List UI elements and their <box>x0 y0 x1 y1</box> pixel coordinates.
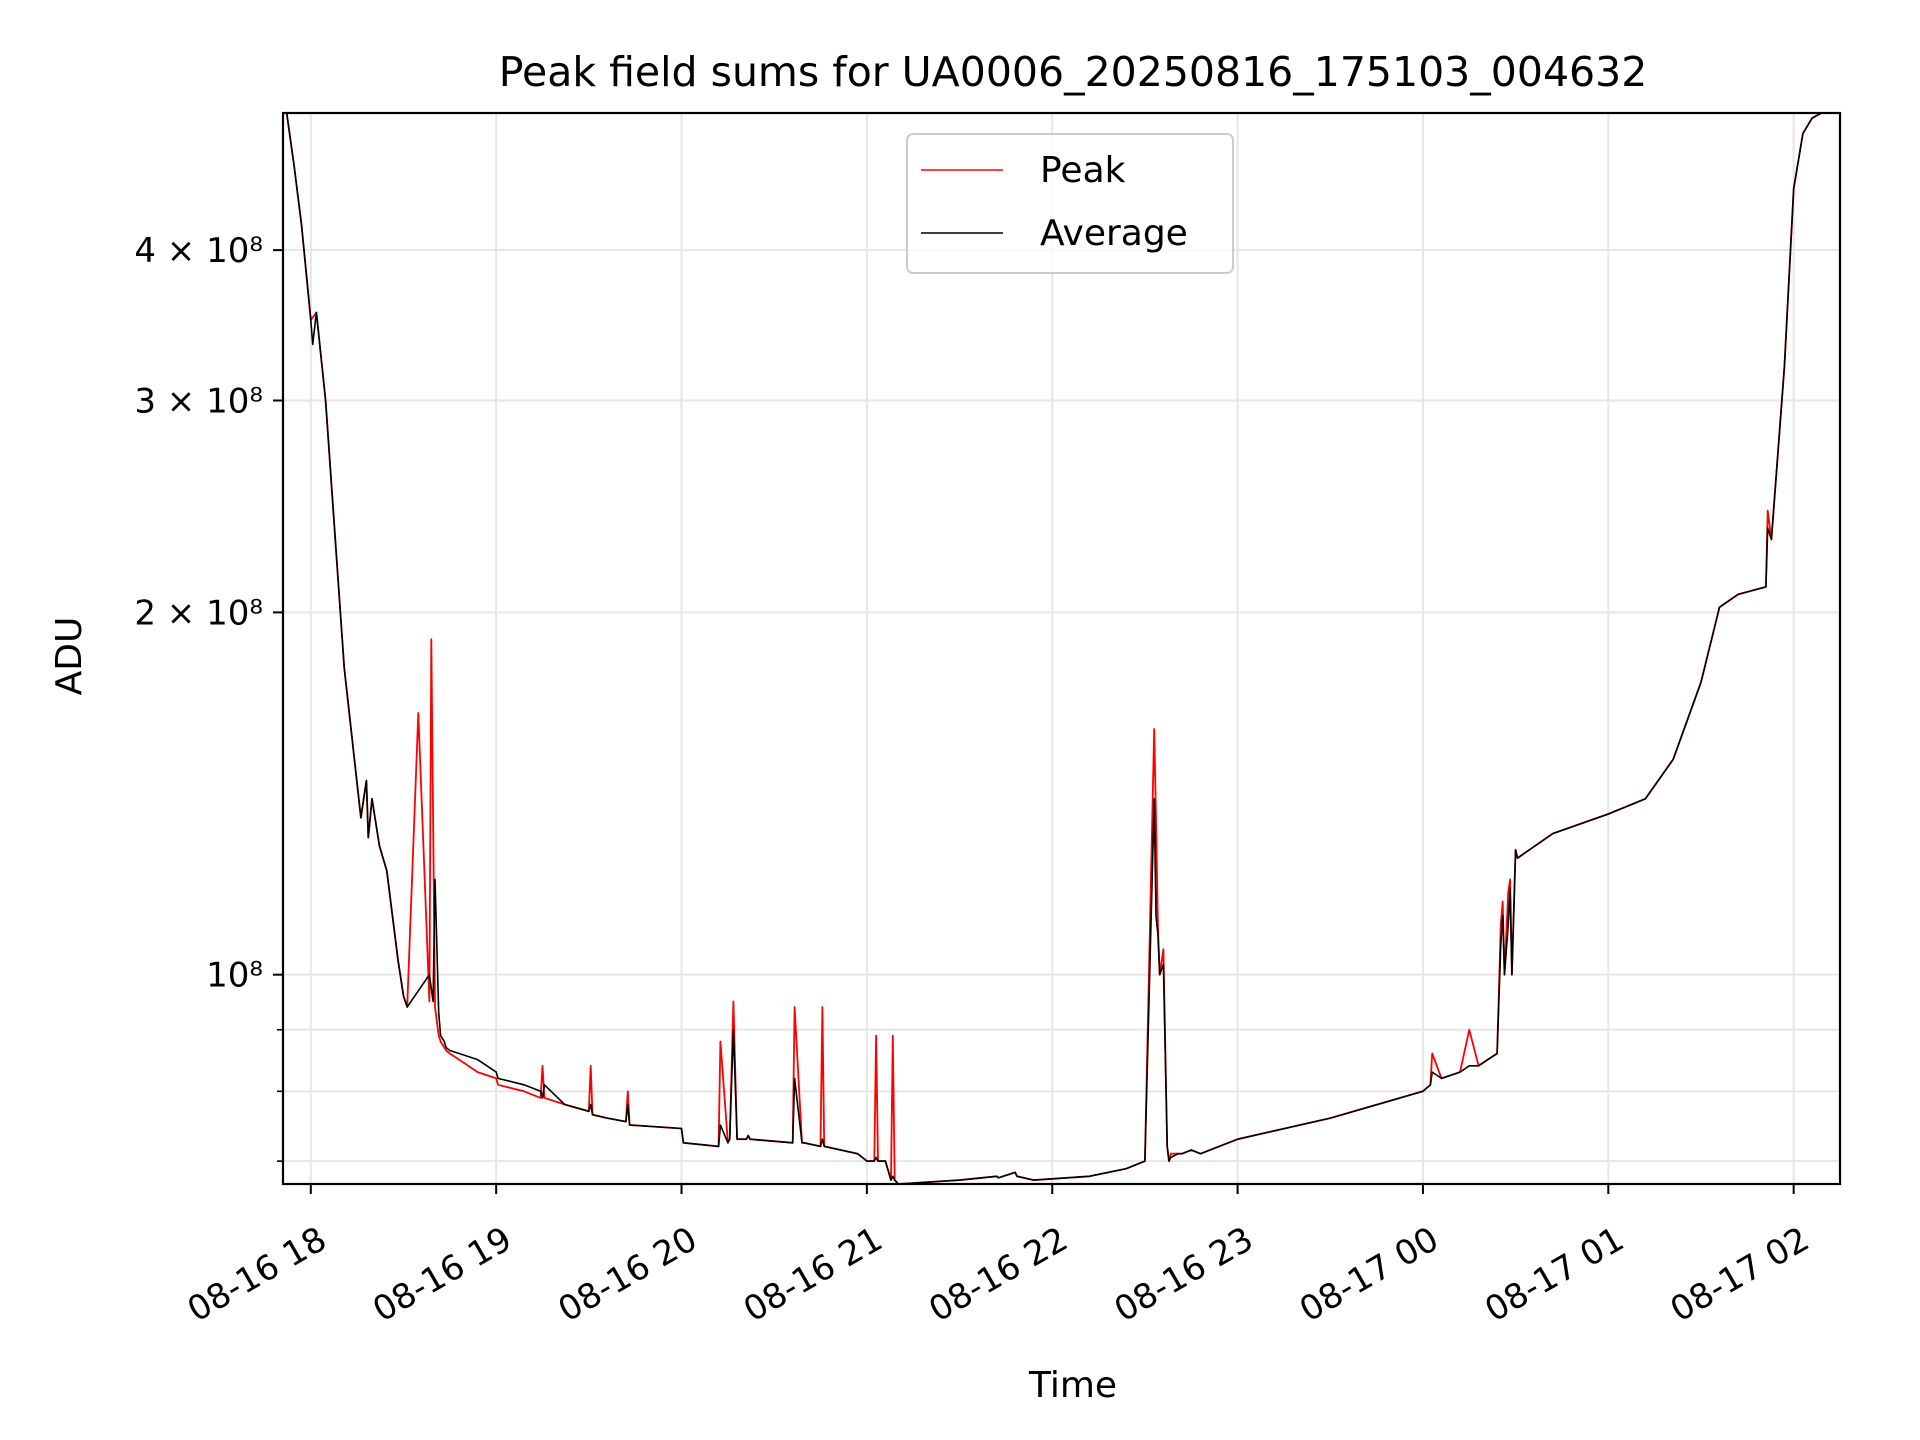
legend-label-peak: Peak <box>1040 150 1126 191</box>
plot-series <box>285 112 1822 1185</box>
y-tick-label: 2 × 10⁸ <box>134 593 263 633</box>
y-axis-label: ADU <box>49 617 90 696</box>
legend-label-average: Average <box>1040 213 1188 254</box>
chart-title: Peak field sums for UA0006_20250816_1751… <box>499 48 1648 96</box>
y-tick-label: 3 × 10⁸ <box>134 381 263 421</box>
legend-box <box>906 133 1234 274</box>
legend: Peak Average <box>906 133 1234 274</box>
x-axis-label: Time <box>1028 1365 1117 1406</box>
plot-frame <box>281 111 1842 1186</box>
y-tick-label: 10⁸ <box>206 956 263 996</box>
series-line-average <box>285 112 1822 1185</box>
y-tick-label: 4 × 10⁸ <box>134 231 263 271</box>
